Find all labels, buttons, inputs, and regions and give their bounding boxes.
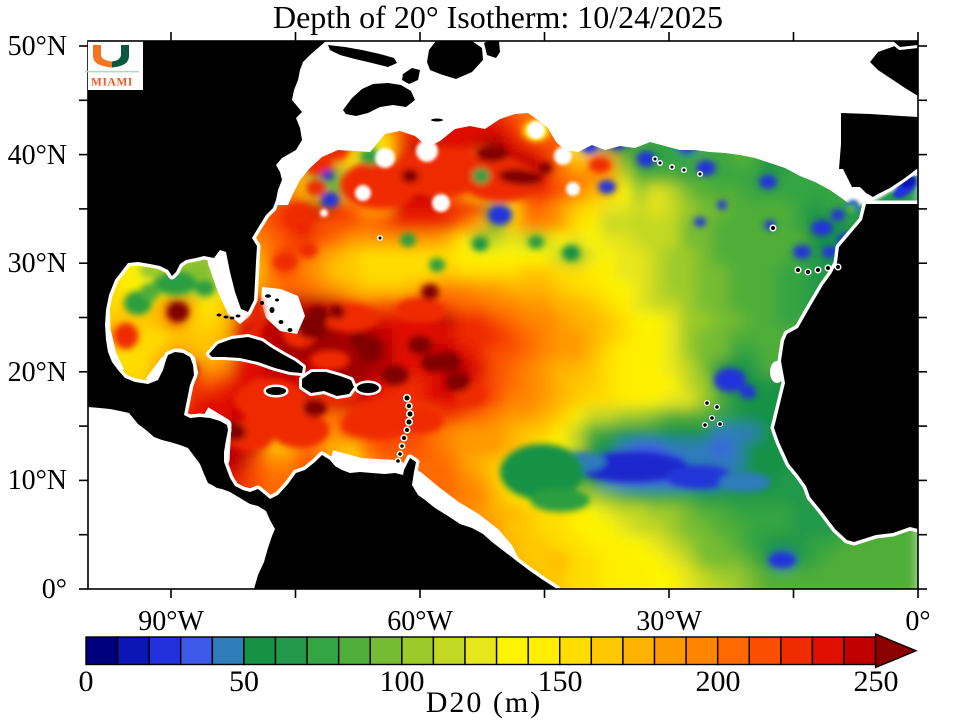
svg-text:Depth of 20° Isotherm: 10/24/2: Depth of 20° Isotherm: 10/24/2025 [273,0,723,35]
svg-text:150: 150 [538,665,583,698]
svg-text:250: 250 [854,665,899,698]
svg-text:90°W: 90°W [138,606,204,637]
svg-text:0°: 0° [42,574,67,605]
svg-text:30°N: 30°N [8,248,67,279]
svg-text:MIAMI: MIAMI [91,77,133,89]
svg-text:100: 100 [380,665,425,698]
svg-text:D20 (m): D20 (m) [426,686,542,719]
svg-text:0°: 0° [905,606,930,637]
svg-text:50: 50 [229,665,259,698]
svg-text:50°N: 50°N [8,31,67,62]
svg-text:10°N: 10°N [8,465,67,496]
svg-text:30°W: 30°W [636,606,702,637]
svg-text:60°W: 60°W [387,606,453,637]
svg-text:40°N: 40°N [8,140,67,171]
svg-text:200: 200 [696,665,741,698]
svg-text:20°N: 20°N [8,357,67,388]
svg-text:0: 0 [79,665,94,698]
